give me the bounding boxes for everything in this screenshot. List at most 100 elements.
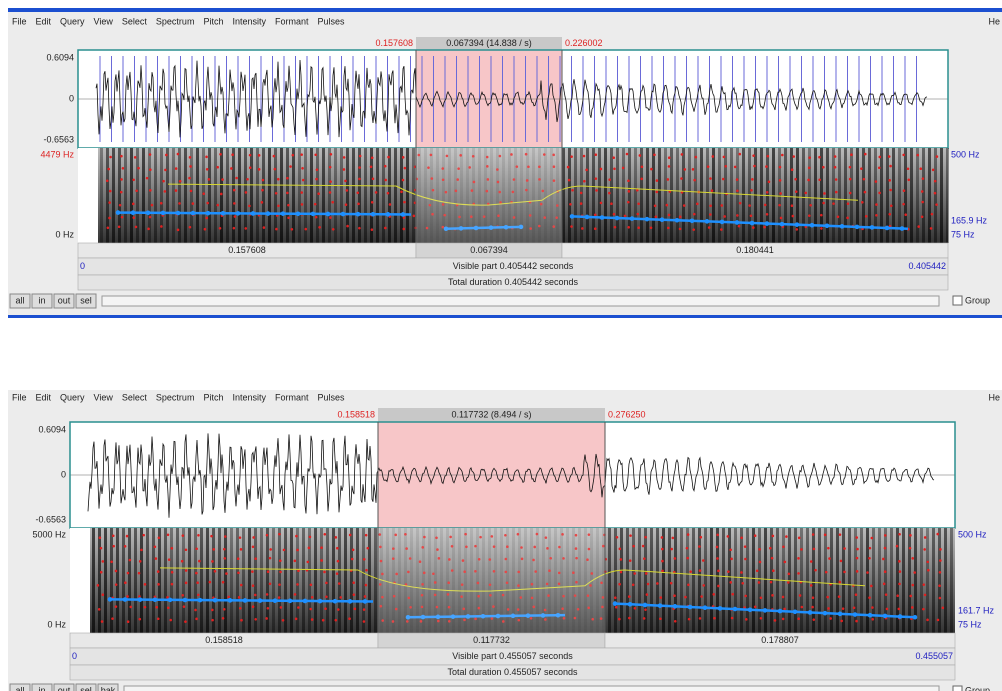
pitch-point [885, 226, 890, 231]
formant-dot [608, 192, 611, 195]
zoom-button-label[interactable]: all [15, 295, 24, 305]
menu-item[interactable]: Pulses [318, 392, 346, 402]
formant-dot [670, 582, 673, 585]
spectrogram-stripe [250, 148, 253, 243]
formant-dot [820, 227, 823, 230]
formant-dot [135, 226, 138, 229]
menu-item[interactable]: View [94, 392, 114, 402]
spectrogram-stripe [832, 148, 835, 243]
formant-dot [627, 226, 630, 229]
formant-dot [622, 167, 625, 170]
menu-item[interactable]: Formant [275, 392, 309, 402]
formant-dot [189, 156, 192, 159]
spectrogram-stripe [710, 528, 713, 633]
menu-item[interactable]: Edit [36, 392, 52, 402]
formant-dot [616, 536, 619, 539]
menu-item[interactable]: Formant [275, 16, 309, 26]
formant-dot [814, 569, 817, 572]
pitch-point [733, 607, 738, 612]
formant-dot [102, 560, 105, 563]
menu-item[interactable]: Intensity [232, 16, 266, 26]
spectrogram-stripe [844, 148, 847, 243]
visible-part: Visible part 0.405442 seconds [453, 261, 574, 271]
menu-item[interactable]: Spectrum [156, 392, 195, 402]
menu-item[interactable]: Query [60, 16, 85, 26]
help-menu[interactable]: He [988, 392, 1000, 402]
menu-item[interactable]: Pulses [318, 16, 346, 26]
spectrogram-stripe [670, 148, 673, 243]
formant-dot [329, 216, 332, 219]
formant-dot [661, 560, 664, 563]
scrollbar[interactable] [102, 296, 939, 306]
formant-dot [211, 609, 214, 612]
zoom-button-label[interactable]: all [15, 685, 24, 691]
zoom-button-label[interactable]: sel [80, 685, 92, 691]
formant-dot [828, 557, 831, 560]
zoom-button-label[interactable]: out [58, 685, 71, 691]
formant-dot [615, 606, 618, 609]
formant-dot [231, 153, 234, 156]
menu-item[interactable]: Select [122, 16, 148, 26]
formant-dot [365, 534, 368, 537]
menu-item[interactable]: Query [60, 392, 85, 402]
menu-item[interactable]: Edit [36, 16, 52, 26]
menu-item[interactable]: View [94, 16, 114, 26]
formant-dot [249, 166, 252, 169]
spectrogram-stripe [272, 528, 275, 633]
zoom-button-label[interactable]: bak [101, 685, 116, 691]
pitch-point [615, 216, 620, 221]
formant-dot [337, 608, 340, 611]
pitch-point [333, 599, 338, 604]
menu-item[interactable]: File [12, 392, 27, 402]
formant-dot [673, 594, 676, 597]
menu-item[interactable]: Select [122, 392, 148, 402]
spectrogram-stripe [316, 148, 319, 243]
formant-dot [730, 558, 733, 561]
formant-dot [188, 177, 191, 180]
spectrogram-stripe [638, 528, 641, 633]
spectrogram-stripe [664, 148, 667, 243]
pitch-point [898, 614, 903, 619]
formant-dot [627, 180, 630, 183]
menu-item[interactable]: Spectrum [156, 16, 195, 26]
formant-dot [644, 608, 647, 611]
formant-dot [727, 570, 730, 573]
formant-dot [769, 547, 772, 550]
scrollbar[interactable] [124, 686, 939, 691]
group-checkbox[interactable] [953, 296, 962, 305]
help-menu[interactable]: He [988, 16, 1000, 26]
zoom-button-label[interactable]: in [38, 295, 45, 305]
formant-dot [252, 605, 255, 608]
spectrogram-stripe [682, 148, 685, 243]
zoom-button-label[interactable]: sel [80, 295, 92, 305]
pitch-point [585, 215, 590, 220]
menu-item[interactable]: Pitch [203, 392, 223, 402]
pitch-point [356, 212, 361, 217]
formant-dot [748, 204, 751, 207]
spectrogram-stripe [724, 148, 727, 243]
formant-dot [251, 570, 254, 573]
zoom-button-label[interactable]: out [58, 295, 71, 305]
spectrogram-stripe [280, 148, 283, 243]
formant-dot [222, 581, 225, 584]
formant-dot [923, 548, 926, 551]
group-checkbox[interactable] [953, 686, 962, 691]
spectrogram-stripe [604, 148, 607, 243]
formant-dot [674, 620, 677, 623]
formant-dot [252, 536, 255, 539]
formant-dot [168, 558, 171, 561]
menu-item[interactable]: Intensity [232, 392, 266, 402]
menu-item[interactable]: File [12, 16, 27, 26]
formant-dot [600, 168, 603, 171]
formant-dot [204, 228, 207, 231]
formant-dot [227, 596, 230, 599]
zoom-button-label[interactable]: in [38, 685, 45, 691]
formant-dot [699, 617, 702, 620]
spectrogram-stripe [346, 148, 349, 243]
formant-dot [297, 606, 300, 609]
formant-dot [157, 583, 160, 586]
formant-dot [240, 584, 243, 587]
formant-dot [736, 214, 739, 217]
menu-item[interactable]: Pitch [203, 16, 223, 26]
spectrogram-stripe [700, 148, 703, 243]
